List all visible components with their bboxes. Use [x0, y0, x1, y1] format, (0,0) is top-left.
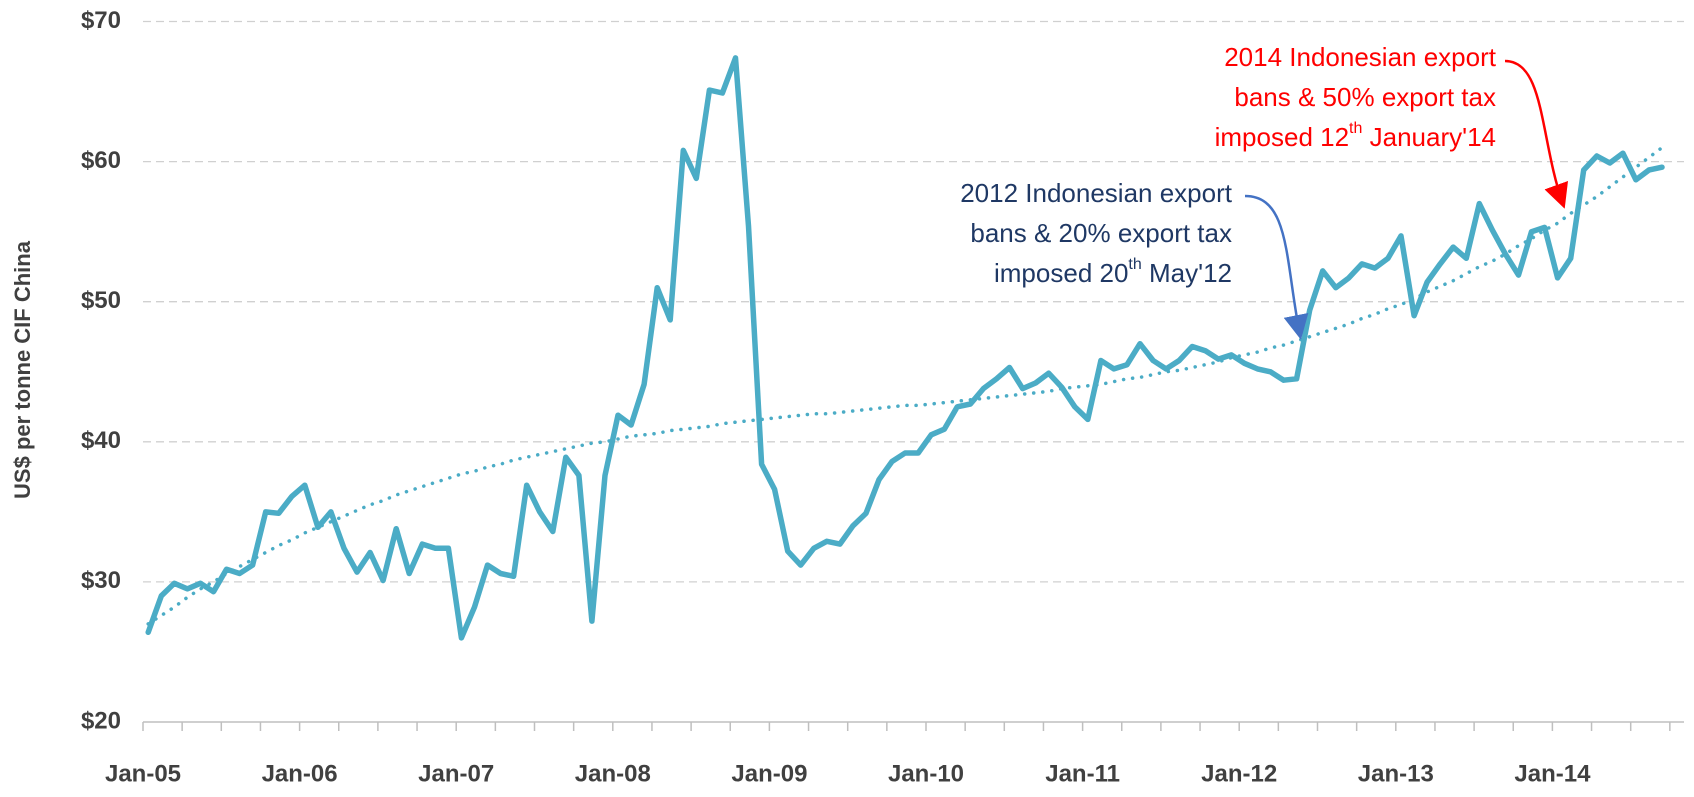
- x-tick-label: Jan-12: [1201, 760, 1277, 787]
- price-line: [145, 55, 1665, 641]
- annotation-text: 2014 Indonesian export: [1224, 42, 1497, 72]
- y-axis-title: US$ per tonne CIF China: [10, 240, 35, 499]
- x-tick-label: Jan-11: [1045, 760, 1120, 787]
- x-tick-label: Jan-08: [575, 760, 651, 787]
- y-tick-label: $60: [81, 147, 121, 174]
- y-tick-label: $30: [81, 567, 121, 594]
- annotation-text: imposed 12th January'14: [1215, 120, 1496, 152]
- annotation-part: January'14: [1362, 122, 1496, 152]
- annotation-arrow: [1504, 59, 1569, 209]
- annotation-sup: th: [1349, 120, 1362, 137]
- x-tick-label: Jan-10: [888, 760, 964, 787]
- annotation-part: imposed 12: [1215, 122, 1349, 152]
- annotation-text: 2012 Indonesian export: [960, 178, 1233, 208]
- x-tick-label: Jan-06: [262, 760, 338, 787]
- annotation-sup: th: [1128, 256, 1141, 273]
- annotation-part: imposed 20: [994, 258, 1128, 288]
- annotation-arrow: [1244, 194, 1309, 340]
- x-tick-label: Jan-09: [731, 760, 807, 787]
- annotation-text: bans & 50% export tax: [1234, 82, 1496, 112]
- annotation-text: imposed 20th May'12: [994, 256, 1232, 288]
- y-tick-label: $50: [81, 287, 121, 314]
- annotation-text: bans & 20% export tax: [970, 218, 1232, 248]
- x-tick-label: Jan-13: [1358, 760, 1434, 787]
- y-tick-label: $70: [81, 7, 121, 34]
- x-tick-label: Jan-14: [1514, 760, 1591, 787]
- trend-line: [146, 145, 1664, 626]
- x-tick-label: Jan-05: [105, 760, 181, 787]
- y-tick-label: $40: [81, 427, 121, 454]
- annotation-part: May'12: [1142, 258, 1232, 288]
- x-tick-label: Jan-07: [418, 760, 494, 787]
- y-tick-label: $20: [81, 707, 121, 734]
